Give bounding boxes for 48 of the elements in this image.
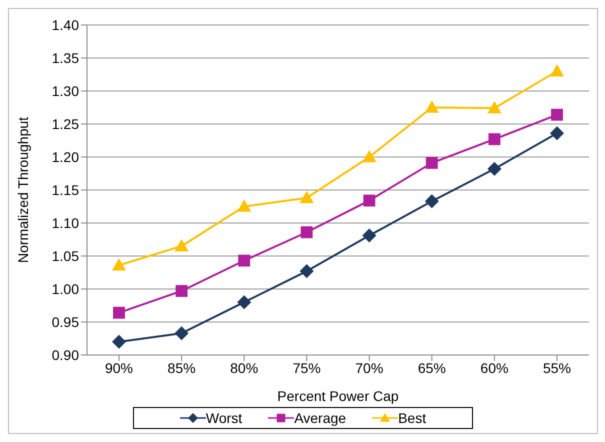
y-tick-label: 1.35 [52,50,80,66]
x-tick-label: 65% [418,360,446,376]
point [238,254,250,267]
x-tick-label: 85% [168,360,196,376]
x-tick-label: 55% [542,360,572,376]
x-tick-label: 80% [230,360,258,376]
legend-label: Worst [206,410,242,426]
point [550,126,564,140]
y-tick-label: 0.95 [52,314,80,330]
y-tick-label: 1.25 [52,116,80,132]
point [488,133,500,146]
point [174,326,189,340]
y-tick-label: 1.00 [52,280,80,297]
point [363,194,376,207]
point [300,190,314,204]
point [362,228,376,243]
point [176,285,188,297]
y-tick-label: 1.30 [52,82,80,99]
point [113,306,125,319]
x-tick-label: 70% [355,360,384,376]
point [487,162,502,176]
point [362,150,376,162]
point [237,295,252,310]
y-tick-label: 0.90 [52,346,80,363]
point [551,108,563,121]
point [550,64,564,76]
legend-label: Best [398,410,426,426]
x-tick-label: 75% [292,360,321,376]
point [300,264,314,278]
point [237,200,252,212]
x-tick-label: 60% [480,360,508,376]
y-axis-title: Normalized Throughput [14,116,31,264]
point [112,334,126,349]
y-tick-label: 1.10 [52,214,80,231]
point [424,100,439,113]
x-axis-title: Percent Power Cap [277,388,399,404]
y-tick-label: 1.40 [52,16,80,33]
legend-label: Average [294,410,346,426]
point [487,101,502,114]
point [424,194,439,208]
x-tick-label: 90% [104,360,134,376]
y-tick-label: 1.15 [52,182,80,198]
point [112,258,126,270]
y-tick-label: 1.05 [52,248,80,264]
point [174,239,189,252]
point [426,156,438,169]
y-tick-label: 1.20 [52,148,80,165]
point [300,226,313,238]
